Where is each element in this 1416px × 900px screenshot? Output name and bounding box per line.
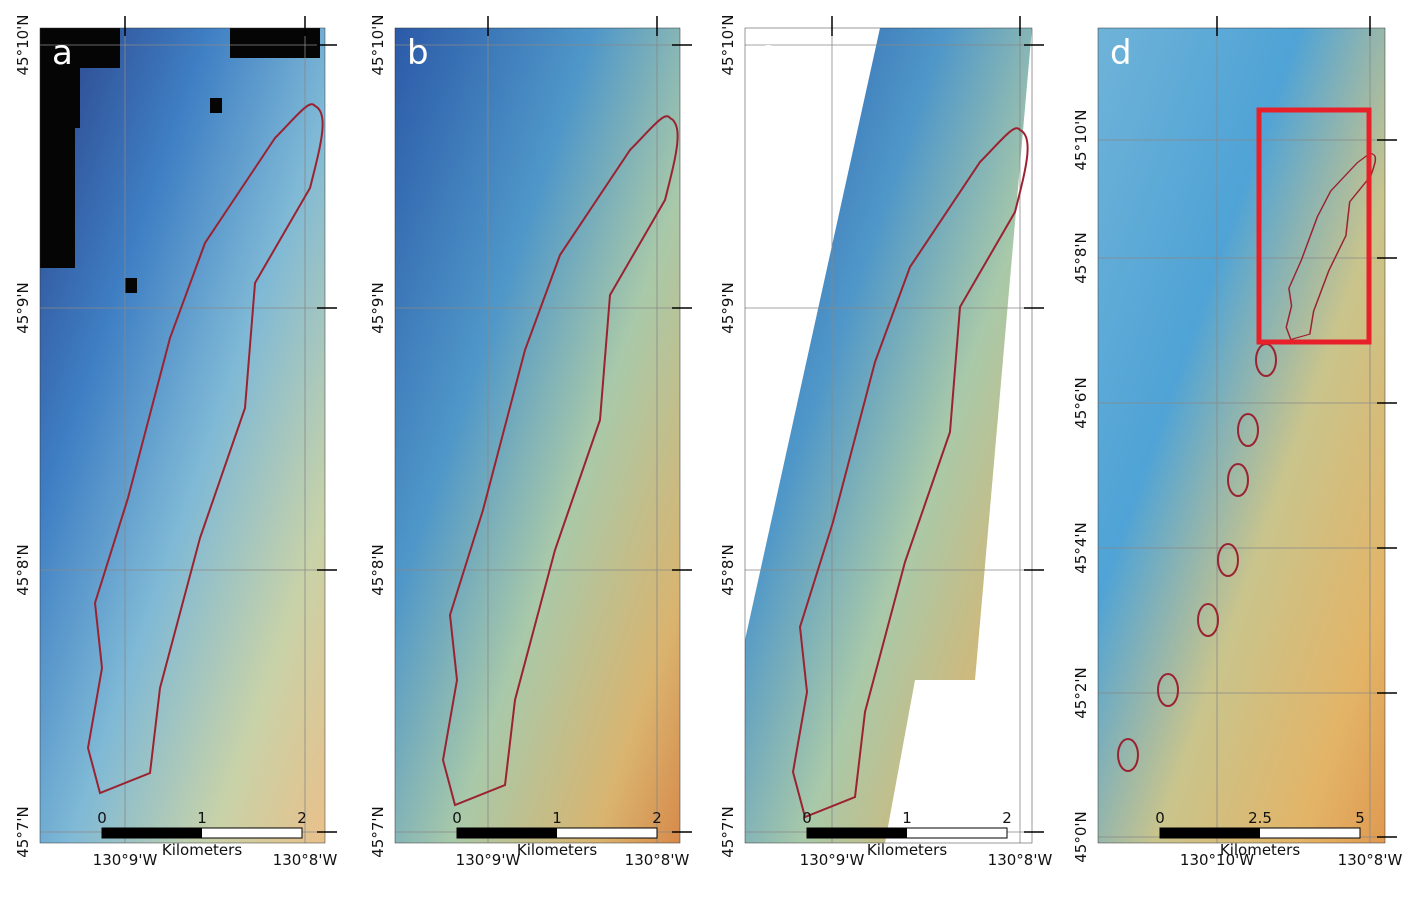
scale-label: 5 [1355, 809, 1365, 827]
scale-label: 1 [902, 809, 912, 827]
scale-label: 0 [1155, 809, 1165, 827]
map-image [40, 28, 325, 843]
scale-bar-black [102, 828, 202, 838]
map-image [745, 28, 1032, 843]
map-panel: a 45°10'N 45°9'N 45°8'N 45°7'N 130°9'W 130°8'W… [14, 14, 337, 869]
lat-label: 45°10'N [719, 14, 737, 75]
lon-label: 130°9'W [456, 851, 521, 869]
scale-unit: Kilometers [162, 841, 242, 859]
no-data-cell [40, 68, 80, 128]
lat-label: 45°0'N [1072, 811, 1090, 862]
lat-label: 45°8'N [369, 544, 387, 595]
scale-bar-black [1160, 828, 1260, 838]
scale-unit: Kilometers [1220, 841, 1300, 859]
scale-label: 2 [1002, 809, 1012, 827]
map-panel: c 45°10'N 45°9'N 45°8'N 45°7'N 130°9'W 130°8'W… [719, 14, 1052, 869]
map-panel: d 45°10'N 45°8'N 45°6'N 45°4'N 45°2'N 45°0'N 13… [1072, 16, 1402, 869]
scale-bar-black [457, 828, 557, 838]
scale-label: 1 [197, 809, 207, 827]
lat-label: 45°9'N [369, 282, 387, 333]
lat-label: 45°10'N [369, 14, 387, 75]
no-data-cell [210, 98, 222, 113]
scale-label: 0 [452, 809, 462, 827]
lat-label: 45°7'N [719, 806, 737, 857]
lon-label: 130°9'W [800, 851, 865, 869]
scale-bar-black [807, 828, 907, 838]
lat-label: 45°9'N [719, 282, 737, 333]
bathymetry [395, 28, 680, 843]
lat-label: 45°7'N [369, 806, 387, 857]
lon-label: 130°8'W [988, 851, 1053, 869]
scale-label: 2 [652, 809, 662, 827]
lat-label: 45°8'N [14, 544, 32, 595]
lat-label: 45°6'N [1072, 377, 1090, 428]
panel-letter: b [407, 33, 429, 73]
scale-label: 0 [97, 809, 107, 827]
lat-label: 45°2'N [1072, 667, 1090, 718]
lon-label: 130°8'W [1338, 851, 1403, 869]
lon-label: 130°8'W [625, 851, 690, 869]
lat-label: 45°7'N [14, 806, 32, 857]
scale-label: 0 [802, 809, 812, 827]
scale-label: 2 [297, 809, 307, 827]
map-image [395, 28, 680, 843]
panel-letter: a [52, 33, 73, 73]
no-data-cell [40, 128, 75, 268]
lat-label: 45°4'N [1072, 522, 1090, 573]
lat-label: 45°9'N [14, 282, 32, 333]
lat-label: 45°10'N [14, 14, 32, 75]
lat-label: 45°8'N [1072, 232, 1090, 283]
lat-label: 45°10'N [1072, 109, 1090, 170]
map-panel: b 45°10'N 45°9'N 45°8'N 45°7'N 130°9'W 130°8'W… [369, 14, 692, 869]
lat-label: 45°8'N [719, 544, 737, 595]
no-data-cell [230, 28, 320, 58]
bathymetry [1098, 28, 1385, 843]
scale-label: 2.5 [1248, 809, 1272, 827]
lon-label: 130°8'W [273, 851, 338, 869]
panel-letter: c [757, 33, 776, 73]
scale-unit: Kilometers [867, 841, 947, 859]
lon-label: 130°9'W [93, 851, 158, 869]
scale-unit: Kilometers [517, 841, 597, 859]
bathymetry [40, 28, 325, 843]
map-image [1098, 28, 1385, 843]
scale-label: 1 [552, 809, 562, 827]
panel-letter: d [1110, 33, 1132, 73]
no-data-cell [125, 278, 137, 293]
figure: a 45°10'N 45°9'N 45°8'N 45°7'N 130°9'W 130°8'W… [0, 0, 1416, 900]
